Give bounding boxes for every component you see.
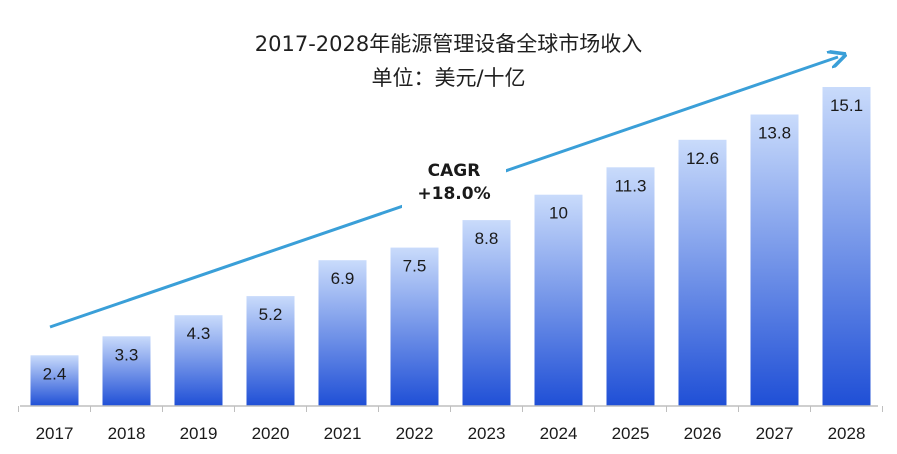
x-tick-label-2025: 2025	[612, 424, 650, 443]
chart-title: 2017-2028年能源管理设备全球市场收入	[254, 32, 643, 56]
chart-subtitle: 单位：美元/十亿	[371, 66, 526, 90]
bar-value-label-2019: 4.3	[187, 324, 211, 343]
bar-value-label-2027: 13.8	[758, 124, 791, 143]
x-tick-label-2024: 2024	[540, 424, 578, 443]
bar-value-label-2022: 7.5	[403, 257, 427, 276]
value-labels-layer: 2.4 3.3 4.3 5.2 6.9 7.5 8.8 10 11.3 12.6 13.8 15.1	[43, 96, 863, 383]
bar-2020	[246, 296, 295, 406]
cagr-value: +18.0%	[417, 184, 490, 204]
bar-value-label-2021: 6.9	[331, 269, 355, 288]
bar-2026	[678, 139, 727, 407]
x-ticks-layer: 2017 2018 2019 2020 2021 2022 2023 2024 2025 2026…	[18, 406, 883, 443]
x-tick-label-2027: 2027	[756, 424, 794, 443]
bar-value-label-2020: 5.2	[259, 305, 283, 324]
bars-layer	[30, 87, 871, 407]
x-tick-label-2019: 2019	[180, 424, 218, 443]
x-tick-label-2020: 2020	[252, 424, 290, 443]
bar-value-label-2023: 8.8	[475, 229, 499, 248]
bar-2023	[462, 220, 511, 406]
bar-2017	[30, 355, 79, 406]
x-tick-label-2021: 2021	[324, 424, 362, 443]
bar-2018	[102, 336, 151, 406]
x-tick-label-2017: 2017	[36, 424, 74, 443]
cagr-label: CAGR	[428, 161, 481, 181]
cagr-label-background	[402, 155, 506, 209]
bar-2021	[318, 260, 367, 406]
bar-2024	[534, 194, 583, 406]
x-tick-label-2026: 2026	[684, 424, 722, 443]
x-tick-label-2018: 2018	[108, 424, 146, 443]
bar-2028	[822, 87, 871, 406]
bar-value-label-2025: 11.3	[615, 176, 647, 195]
x-tick-label-2023: 2023	[468, 424, 506, 443]
bar-2027	[750, 114, 799, 406]
bar-value-label-2024: 10	[549, 204, 568, 223]
bar-2022	[390, 247, 439, 406]
bar-2019	[174, 315, 223, 406]
bar-value-label-2026: 12.6	[686, 149, 719, 168]
bar-value-label-2028: 15.1	[830, 96, 863, 115]
x-tick-label-2022: 2022	[396, 424, 434, 443]
bar-2025	[606, 167, 655, 406]
x-tick-label-2028: 2028	[828, 424, 866, 443]
bar-value-label-2017: 2.4	[43, 364, 67, 383]
bar-value-label-2018: 3.3	[115, 345, 139, 364]
